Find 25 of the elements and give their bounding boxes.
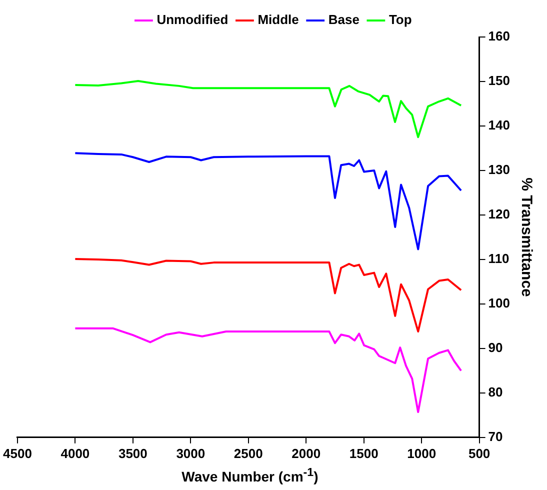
y-tick-label: 160: [488, 28, 510, 44]
legend-label: Top: [388, 12, 412, 28]
x-tick-label: 3000: [176, 446, 206, 461]
y-tick-label: 140: [488, 118, 510, 133]
y-tick-label: 150: [488, 73, 510, 88]
x-axis-title: Wave Number (cm$^{-1}$): [180, 466, 320, 485]
y-tick-label: 130: [488, 162, 510, 178]
x-tick-label: 2000: [292, 446, 321, 461]
x-tick-label: 4500: [3, 446, 32, 461]
y-tick-label: 120: [488, 206, 510, 222]
legend-label: Unmodified: [156, 12, 228, 28]
x-tick-label: 4000: [60, 446, 90, 461]
y-tick-label: 100: [488, 296, 510, 311]
legend-label: Base: [328, 12, 360, 28]
x-tick-label: 2500: [234, 446, 263, 461]
x-tick-label: 3500: [118, 446, 148, 461]
x-tick-label: 1000: [407, 446, 436, 461]
y-axis-title: % Transmittance: [518, 178, 535, 297]
y-tick-label: 90: [488, 340, 503, 355]
legend-label: Middle: [258, 12, 299, 28]
y-tick-label: 110: [488, 251, 510, 266]
y-tick-label: 70: [488, 428, 503, 444]
y-tick-label: 80: [488, 384, 503, 400]
x-tick-label: 500: [468, 446, 490, 461]
x-tick-label: 1500: [349, 446, 378, 461]
